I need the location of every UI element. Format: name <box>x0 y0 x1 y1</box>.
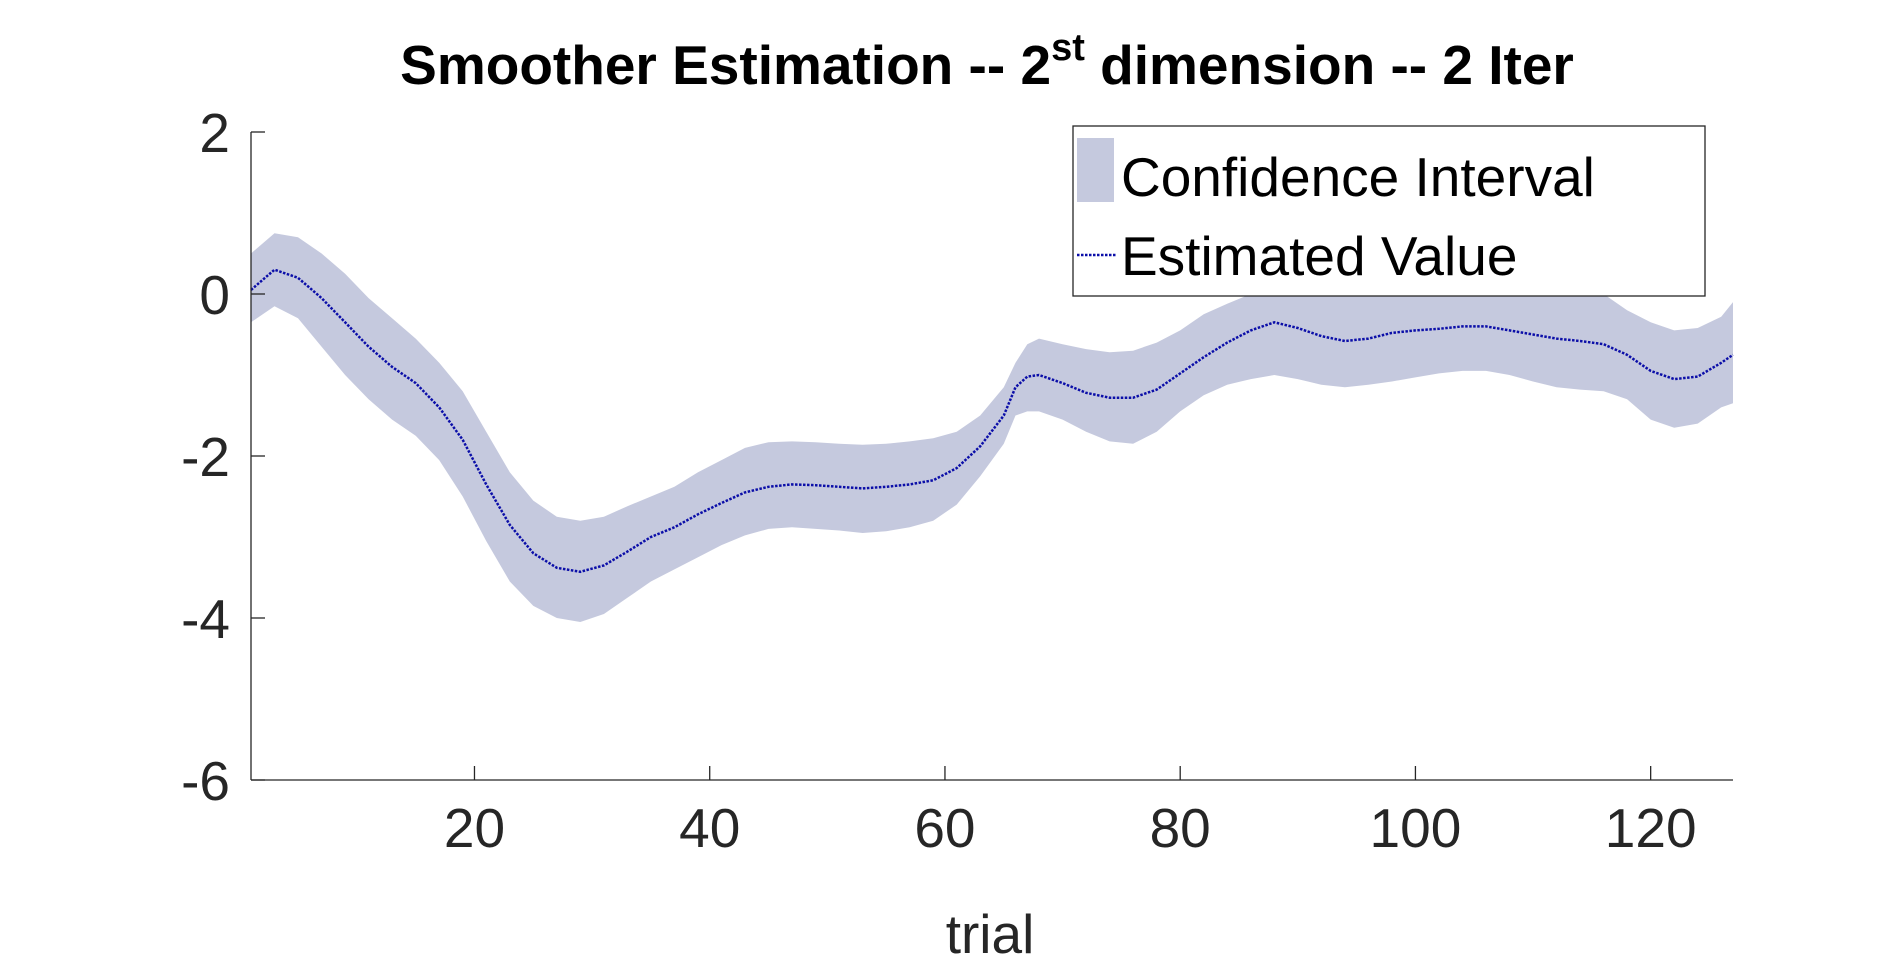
chart-title: Smoother Estimation -- 2st dimension -- … <box>400 27 1574 96</box>
chart-title-suffix: dimension -- 2 Iter <box>1085 34 1574 96</box>
legend: Confidence Interval Estimated Value <box>1072 125 1706 297</box>
x-tick-label: 80 <box>1150 797 1211 859</box>
chart-title-superscript: st <box>1051 27 1085 69</box>
chart-title-main: Smoother Estimation -- 2 <box>400 34 1051 96</box>
y-tick-label: -2 <box>181 426 230 488</box>
legend-label-estimated-value: Estimated Value <box>1121 225 1517 287</box>
x-tick-label: 20 <box>444 797 505 859</box>
estimated-value-line <box>250 268 1734 574</box>
legend-swatch-confidence-interval <box>1077 138 1114 202</box>
x-tick-label: 60 <box>914 797 975 859</box>
y-tick-label: 2 <box>199 102 230 164</box>
x-tick-label: 100 <box>1370 797 1462 859</box>
plot-area <box>250 233 1734 623</box>
confidence-interval-band <box>251 233 1733 623</box>
x-axis-label: trial <box>946 903 1035 965</box>
legend-box <box>1072 125 1706 297</box>
y-ticks: -6 -4 -2 0 2 <box>181 102 265 812</box>
x-ticks: 20 40 60 80 100 120 <box>444 766 1697 859</box>
legend-label-confidence-interval: Confidence Interval <box>1121 146 1595 208</box>
x-tick-label: 40 <box>679 797 740 859</box>
x-tick-label: 120 <box>1605 797 1697 859</box>
axes: 20 40 60 80 100 120 -6 -4 -2 0 2 <box>181 102 1733 859</box>
y-tick-label: -6 <box>181 750 230 812</box>
y-tick-label: 0 <box>199 264 230 326</box>
y-tick-label: -4 <box>181 588 230 650</box>
